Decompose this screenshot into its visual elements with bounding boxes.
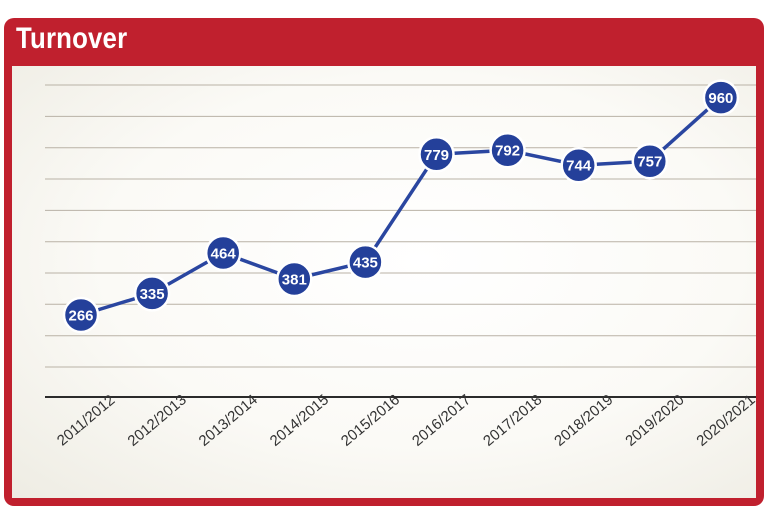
data-point: 435: [347, 243, 384, 281]
data-label: 757: [637, 154, 662, 171]
data-point-marker: [347, 243, 384, 281]
data-point: 464: [204, 234, 242, 272]
data-point-marker: [560, 146, 597, 184]
data-point: 266: [62, 296, 100, 334]
x-tick-label: 2020/2021: [693, 391, 758, 450]
data-label: 381: [282, 272, 307, 289]
gridlines: [45, 84, 756, 368]
data-point: 744: [560, 146, 597, 184]
data-point: 381: [276, 260, 313, 298]
x-tick-label: 2011/2012: [54, 392, 118, 450]
data-label: 464: [211, 246, 237, 263]
data-point: 757: [631, 142, 669, 180]
x-tick-label: 2013/2014: [196, 391, 261, 450]
data-point-marker: [489, 131, 526, 169]
x-tick-label: 2012/2013: [125, 391, 190, 450]
chart-frame: Turnover: [4, 18, 764, 506]
data-point-marker: [631, 142, 669, 180]
data-label: 435: [353, 255, 378, 272]
title-bar: Turnover: [4, 18, 764, 64]
data-label: 792: [495, 143, 520, 160]
series-line: [80, 96, 723, 317]
data-point-marker: [204, 234, 242, 272]
data-point: 779: [418, 136, 455, 173]
plot-panel: [12, 66, 756, 498]
x-tick-label: 2017/2018: [480, 391, 545, 450]
data-markers: 266 335 464 381 435 779 792 744 757 960: [62, 79, 740, 334]
data-point-marker: [133, 275, 171, 312]
x-tick-label: 2019/2020: [622, 391, 687, 450]
turnover-line: [80, 96, 723, 317]
data-point: 792: [489, 131, 526, 169]
data-point-marker: [702, 79, 740, 116]
x-tick-label: 2018/2019: [551, 391, 616, 450]
data-point-marker: [418, 136, 455, 173]
data-label: 335: [140, 286, 165, 303]
data-point: 335: [133, 275, 171, 312]
data-point-marker: [62, 296, 100, 334]
data-point: 960: [702, 79, 740, 116]
x-tick-label: 2014/2015: [267, 391, 332, 450]
data-label: 266: [68, 308, 93, 325]
x-tick-labels: 2011/2012 2012/2013 2013/2014 2014/2015 2015…: [54, 391, 759, 450]
data-label: 960: [708, 90, 733, 107]
x-tick-label: 2016/2017: [409, 391, 474, 450]
x-tick-label: 2015/2016: [338, 391, 403, 450]
data-point-marker: [276, 260, 313, 298]
data-label: 744: [566, 158, 592, 175]
chart-title: Turnover: [16, 22, 128, 55]
data-label: 779: [424, 147, 449, 164]
